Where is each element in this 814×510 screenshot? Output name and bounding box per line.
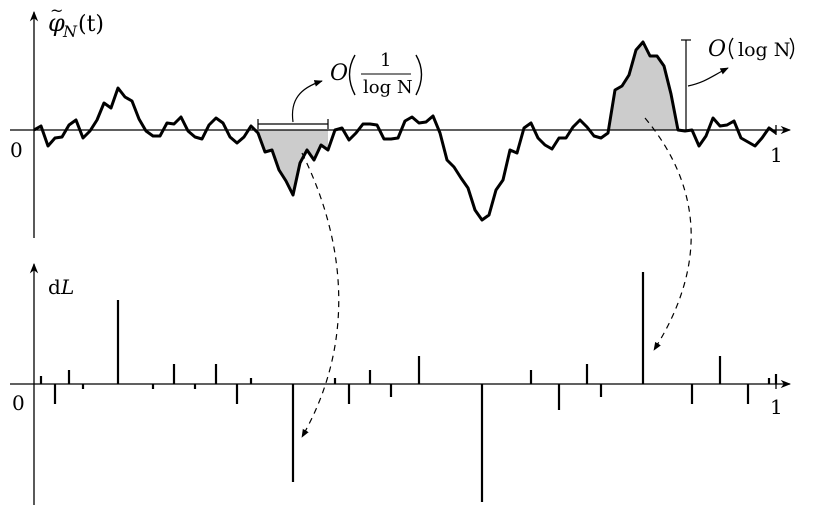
height-annotation-body: log N	[738, 39, 790, 61]
width-annotation-O: O	[330, 61, 348, 86]
bottom-x-zero-label: 0	[12, 391, 25, 415]
height-annotation-O: O	[708, 37, 726, 62]
shaded-dip-region	[258, 130, 328, 195]
top-x-one-label: 1	[770, 143, 783, 167]
random-walk-curve	[33, 40, 777, 222]
width-annotation: O 1 log N	[330, 50, 423, 98]
top-plot: φ ~ N (t) 0 1 O 1 log N	[10, 1, 795, 238]
width-bracket	[257, 119, 329, 129]
bottom-x-one-label: 1	[770, 395, 783, 419]
top-y-label-tilde: ~	[50, 1, 63, 20]
top-y-label-phi: φ	[48, 9, 65, 37]
height-bracket	[681, 39, 691, 131]
height-annotation: O log N	[708, 37, 795, 62]
bottom-y-label-d: d	[48, 275, 61, 299]
increment-spikes	[39, 272, 778, 502]
top-x-zero-label: 0	[10, 138, 23, 162]
width-annotation-arrow	[291, 80, 323, 123]
width-annotation-numerator: 1	[380, 50, 391, 71]
bottom-y-label-L: L	[60, 275, 74, 299]
top-y-label-sub: N	[62, 22, 78, 41]
shaded-peak-region	[608, 42, 678, 133]
dashed-arrow-dip-to-spike	[301, 152, 340, 438]
top-y-label-arg: (t)	[78, 12, 104, 37]
dashed-arrow-peak-to-spike	[644, 117, 692, 351]
height-annotation-arrow	[687, 67, 729, 87]
bottom-plot: d L 0 1	[10, 262, 792, 505]
width-annotation-denominator: log N	[363, 77, 413, 98]
